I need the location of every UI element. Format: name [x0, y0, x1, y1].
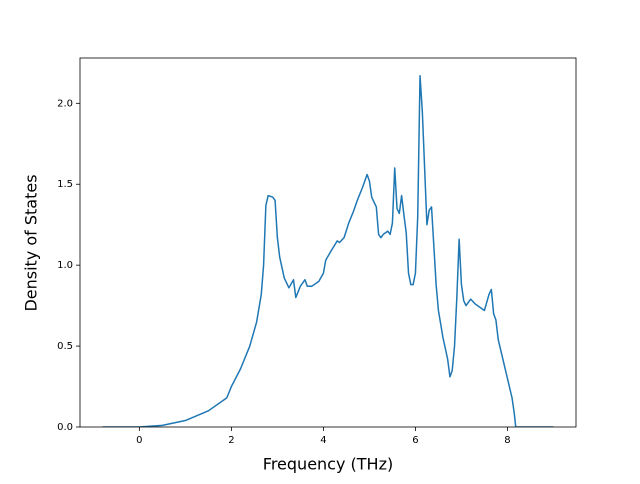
x-tick-label: 8: [504, 435, 510, 446]
y-tick-label: 0.5: [57, 341, 73, 352]
y-tick-label: 0.0: [57, 422, 73, 433]
y-tick-label: 1.0: [57, 260, 73, 271]
plot-frame: [79, 57, 577, 428]
x-tick-label: 4: [320, 435, 326, 446]
x-axis-label: Frequency (THz): [263, 455, 393, 474]
x-tick-label: 6: [412, 435, 418, 446]
line-series: [102, 75, 554, 427]
y-tick-label: 1.5: [57, 179, 73, 190]
x-tick-label: 0: [136, 435, 142, 446]
x-tick-label: 2: [228, 435, 234, 446]
y-axis-label: Density of States: [22, 174, 41, 311]
y-tick-label: 2.0: [57, 98, 73, 109]
